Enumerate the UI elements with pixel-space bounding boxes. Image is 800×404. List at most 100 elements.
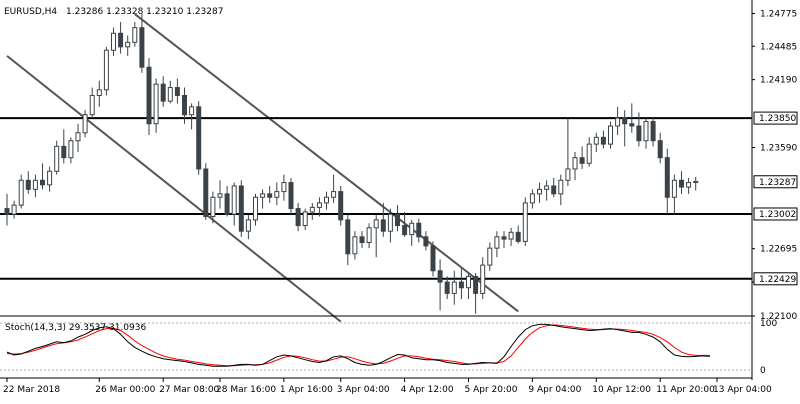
- candle: [686, 178, 692, 194]
- candle: [430, 241, 436, 277]
- candle: [664, 148, 670, 215]
- candle-body: [32, 179, 38, 190]
- candle: [253, 193, 258, 226]
- candle-body: [89, 94, 95, 116]
- candle-body: [366, 227, 372, 243]
- candle-body: [423, 236, 429, 247]
- candle-body: [416, 222, 422, 238]
- candle: [25, 171, 31, 194]
- candle: [4, 193, 10, 226]
- candle-body: [40, 179, 45, 186]
- candle-body: [316, 202, 322, 208]
- candle-body: [636, 125, 642, 142]
- level-price-tag-label: 1.23002: [759, 210, 796, 220]
- candle: [153, 78, 159, 133]
- candle-body: [153, 83, 159, 125]
- candle: [345, 214, 351, 266]
- candle: [196, 101, 202, 175]
- candle-body: [437, 270, 443, 283]
- candle: [217, 180, 223, 209]
- time-tick-label: 26 Mar 00:00: [95, 385, 155, 395]
- candle-body: [551, 185, 557, 195]
- time-tick-label: 9 Apr 04:00: [528, 385, 581, 395]
- candle-body: [182, 94, 187, 116]
- time-tick-label: 4 Apr 12:00: [401, 385, 454, 395]
- candle-body: [586, 143, 592, 164]
- candle: [210, 191, 216, 224]
- candle: [82, 110, 88, 138]
- candle-body: [444, 281, 450, 294]
- candle-body: [309, 206, 315, 213]
- candle: [615, 106, 621, 136]
- candle-body: [238, 185, 244, 232]
- candle-body: [203, 168, 209, 217]
- candle-body: [125, 41, 131, 48]
- candle-body: [508, 231, 514, 240]
- candle: [366, 223, 372, 249]
- candle-body: [643, 120, 649, 142]
- candle-body: [608, 125, 613, 145]
- candle: [444, 276, 450, 300]
- stoch-label: Stoch(14,3,3) 29.3537 31.0936: [5, 323, 146, 333]
- candle: [146, 58, 152, 136]
- candle-body: [146, 66, 152, 125]
- channel-lines: [6, 13, 519, 323]
- candle-body: [693, 180, 699, 184]
- candle: [11, 200, 17, 219]
- candle-body: [451, 281, 457, 294]
- current-price-tag-label: 1.23287: [759, 178, 796, 188]
- candle-body: [75, 132, 81, 142]
- candle: [487, 242, 493, 271]
- candle: [508, 227, 514, 246]
- time-tick-label: 28 Mar 16:00: [216, 385, 276, 395]
- candle: [125, 35, 131, 56]
- chart-symbol-title: EURUSD,H4: [4, 7, 57, 17]
- channel-line: [134, 13, 519, 313]
- candle-body: [4, 208, 10, 215]
- candle-body: [54, 145, 60, 172]
- candle: [167, 80, 173, 104]
- candle-body: [82, 114, 88, 134]
- candle-body: [288, 182, 294, 210]
- price-tick-label: 1.22100: [760, 312, 797, 322]
- candle: [331, 174, 337, 203]
- current-price-tag: [753, 175, 798, 189]
- candle: [473, 273, 479, 314]
- stoch-signal-line: [6, 324, 710, 367]
- candle-body: [373, 219, 379, 229]
- candle-body: [118, 32, 124, 48]
- candle-body: [274, 191, 280, 198]
- level-price-tag-label: 1.23850: [759, 114, 796, 124]
- candle: [629, 103, 635, 133]
- candle: [54, 140, 60, 175]
- stoch-axis: 100 0: [760, 319, 777, 376]
- candle: [671, 174, 677, 215]
- candle-body: [458, 281, 464, 289]
- candle-body: [529, 193, 535, 204]
- time-tick-label: 13 Apr 04:00: [713, 385, 772, 395]
- candle: [47, 166, 53, 192]
- candle: [295, 202, 301, 232]
- candle-body: [473, 275, 479, 294]
- candle-body: [103, 49, 109, 91]
- candle: [395, 205, 400, 232]
- time-tick-label: 27 Mar 08:00: [159, 385, 219, 395]
- candle: [238, 180, 244, 237]
- candle: [324, 191, 329, 210]
- candle-body: [139, 27, 145, 68]
- candle-body: [174, 87, 180, 96]
- candle: [679, 171, 684, 194]
- candle: [89, 87, 95, 119]
- price-tick-label: 1.24190: [760, 76, 797, 86]
- level-price-tag: [753, 272, 798, 286]
- candle: [522, 197, 528, 246]
- candle-body: [572, 157, 578, 170]
- candle-body: [430, 245, 436, 272]
- candle: [416, 218, 422, 243]
- candle-body: [245, 219, 251, 232]
- candle: [586, 137, 592, 167]
